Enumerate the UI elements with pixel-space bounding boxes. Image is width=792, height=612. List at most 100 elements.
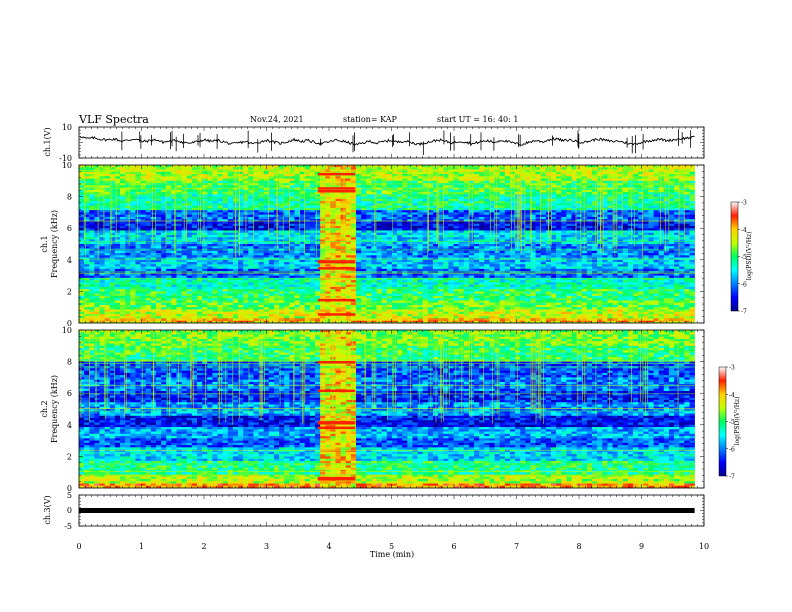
spectrogram-cell xyxy=(376,185,382,188)
spectrogram-cell xyxy=(520,244,526,247)
spectrogram-cell xyxy=(617,239,624,243)
spectrogram-cell xyxy=(304,176,311,179)
spectrogram-cell xyxy=(561,189,567,193)
spectrogram-cell xyxy=(299,171,306,175)
spectrogram-cell xyxy=(633,210,639,213)
spectrogram-cell xyxy=(432,250,439,254)
spectrogram-cell xyxy=(135,223,141,227)
spectrogram-cell xyxy=(248,198,254,202)
spectrogram-cell xyxy=(361,221,367,224)
spectrogram-cell xyxy=(689,189,695,193)
spectrogram-cell xyxy=(120,246,126,249)
spectrogram-cell xyxy=(361,207,367,211)
spectrogram-cell xyxy=(238,192,244,195)
spectrogram-cell xyxy=(207,219,213,222)
spectrogram-cell xyxy=(79,192,85,195)
spectrogram-cell xyxy=(202,180,208,184)
spectrogram-cell xyxy=(658,207,665,211)
spectrogram-cell xyxy=(648,198,654,202)
spectrogram-cell xyxy=(643,246,649,249)
spectrogram-cell xyxy=(633,212,639,215)
spectrogram-cell xyxy=(474,189,480,193)
spectrogram-cell xyxy=(253,176,259,179)
spectrogram-cell xyxy=(535,178,542,182)
spectrogram-cell xyxy=(314,183,321,186)
spectrogram-cell xyxy=(586,239,593,243)
spectrogram-cell xyxy=(84,228,90,231)
spectrogram-cell xyxy=(294,216,300,220)
spectrogram-cell xyxy=(186,228,193,231)
spectrogram-cell xyxy=(381,198,388,202)
spectrogram-cell xyxy=(468,230,475,234)
spectrogram-cell xyxy=(622,198,629,202)
spectrogram-cell xyxy=(217,171,223,175)
spectrogram-cell xyxy=(371,234,377,238)
spectrogram-cell xyxy=(653,203,660,206)
spectrogram-cell xyxy=(479,196,485,200)
spectrogram-cell xyxy=(520,250,526,254)
spectrogram-cell xyxy=(592,192,598,195)
spectrogram-cell xyxy=(494,207,500,211)
spectrogram-cell xyxy=(561,194,567,197)
spectrogram-cell xyxy=(79,174,85,177)
spectrogram-cell xyxy=(463,216,470,220)
spectrogram-cell xyxy=(448,167,454,170)
spectrogram-cell xyxy=(196,198,203,202)
spectrogram-cell xyxy=(145,189,152,193)
spectrogram-cell xyxy=(258,201,264,204)
spectrogram-cell xyxy=(350,228,357,231)
spectrogram-cell xyxy=(176,203,182,206)
spectrogram-cell xyxy=(607,198,613,202)
spectrogram-cell xyxy=(150,178,157,182)
spectrogram-cell xyxy=(125,205,131,209)
spectrogram-cell xyxy=(89,216,95,220)
spectrogram-cell xyxy=(653,205,660,209)
spectrogram-cell xyxy=(463,241,470,245)
spectrogram-cell xyxy=(612,241,618,245)
spectrogram-cell xyxy=(525,221,531,224)
spectrogram-cell xyxy=(171,225,177,229)
spectrogram-cell xyxy=(597,203,603,206)
spectrogram-cell xyxy=(479,232,485,236)
spectrogram-cell xyxy=(120,196,126,200)
spectrogram-cell xyxy=(284,234,290,238)
spectrogram-cell xyxy=(535,167,542,170)
spectrogram-cell xyxy=(663,237,670,240)
spectrogram-cell xyxy=(607,203,613,206)
spectrogram-cell xyxy=(104,194,111,197)
spectrogram-ch1-image xyxy=(79,165,704,324)
spectrogram-cell xyxy=(550,230,557,234)
spectrogram-cell xyxy=(350,165,357,168)
spectrogram-cell xyxy=(196,203,203,206)
spectrogram-cell xyxy=(253,239,259,243)
spectrogram-cell xyxy=(653,180,660,184)
spectrogram-cell xyxy=(289,228,295,231)
spectrogram-cell xyxy=(191,201,198,204)
spectrogram-cell xyxy=(176,192,182,195)
spectrogram-cell xyxy=(417,205,424,209)
spectrogram-cell xyxy=(155,194,162,197)
spectrogram-cell xyxy=(294,223,300,227)
spectrogram-cell xyxy=(509,192,516,195)
spectrogram-cell xyxy=(361,192,367,195)
spectrogram-cell xyxy=(468,165,475,168)
spectrogram-cell xyxy=(120,207,126,211)
spectrogram-cell xyxy=(448,244,454,247)
spectrogram-cell xyxy=(504,201,511,204)
spectrogram-cell xyxy=(238,223,244,227)
spectrogram-cell xyxy=(438,189,444,193)
spectrogram-cell xyxy=(140,214,146,218)
spectrogram-cell xyxy=(653,232,660,236)
spectrogram-cell xyxy=(258,178,264,182)
spectrogram-cell xyxy=(463,210,470,213)
spectrogram-cell xyxy=(592,198,598,202)
spectrogram-cell xyxy=(556,223,562,227)
spectrogram-cell xyxy=(350,232,357,236)
spectrogram-cell xyxy=(612,244,618,247)
spectrogram-cell xyxy=(402,203,408,206)
spectrogram-cell xyxy=(94,228,100,231)
spectrogram-cell xyxy=(586,228,593,231)
spectrogram-cell xyxy=(504,210,511,213)
spectrogram-cell xyxy=(658,165,665,168)
spectrogram-cell xyxy=(130,219,136,222)
